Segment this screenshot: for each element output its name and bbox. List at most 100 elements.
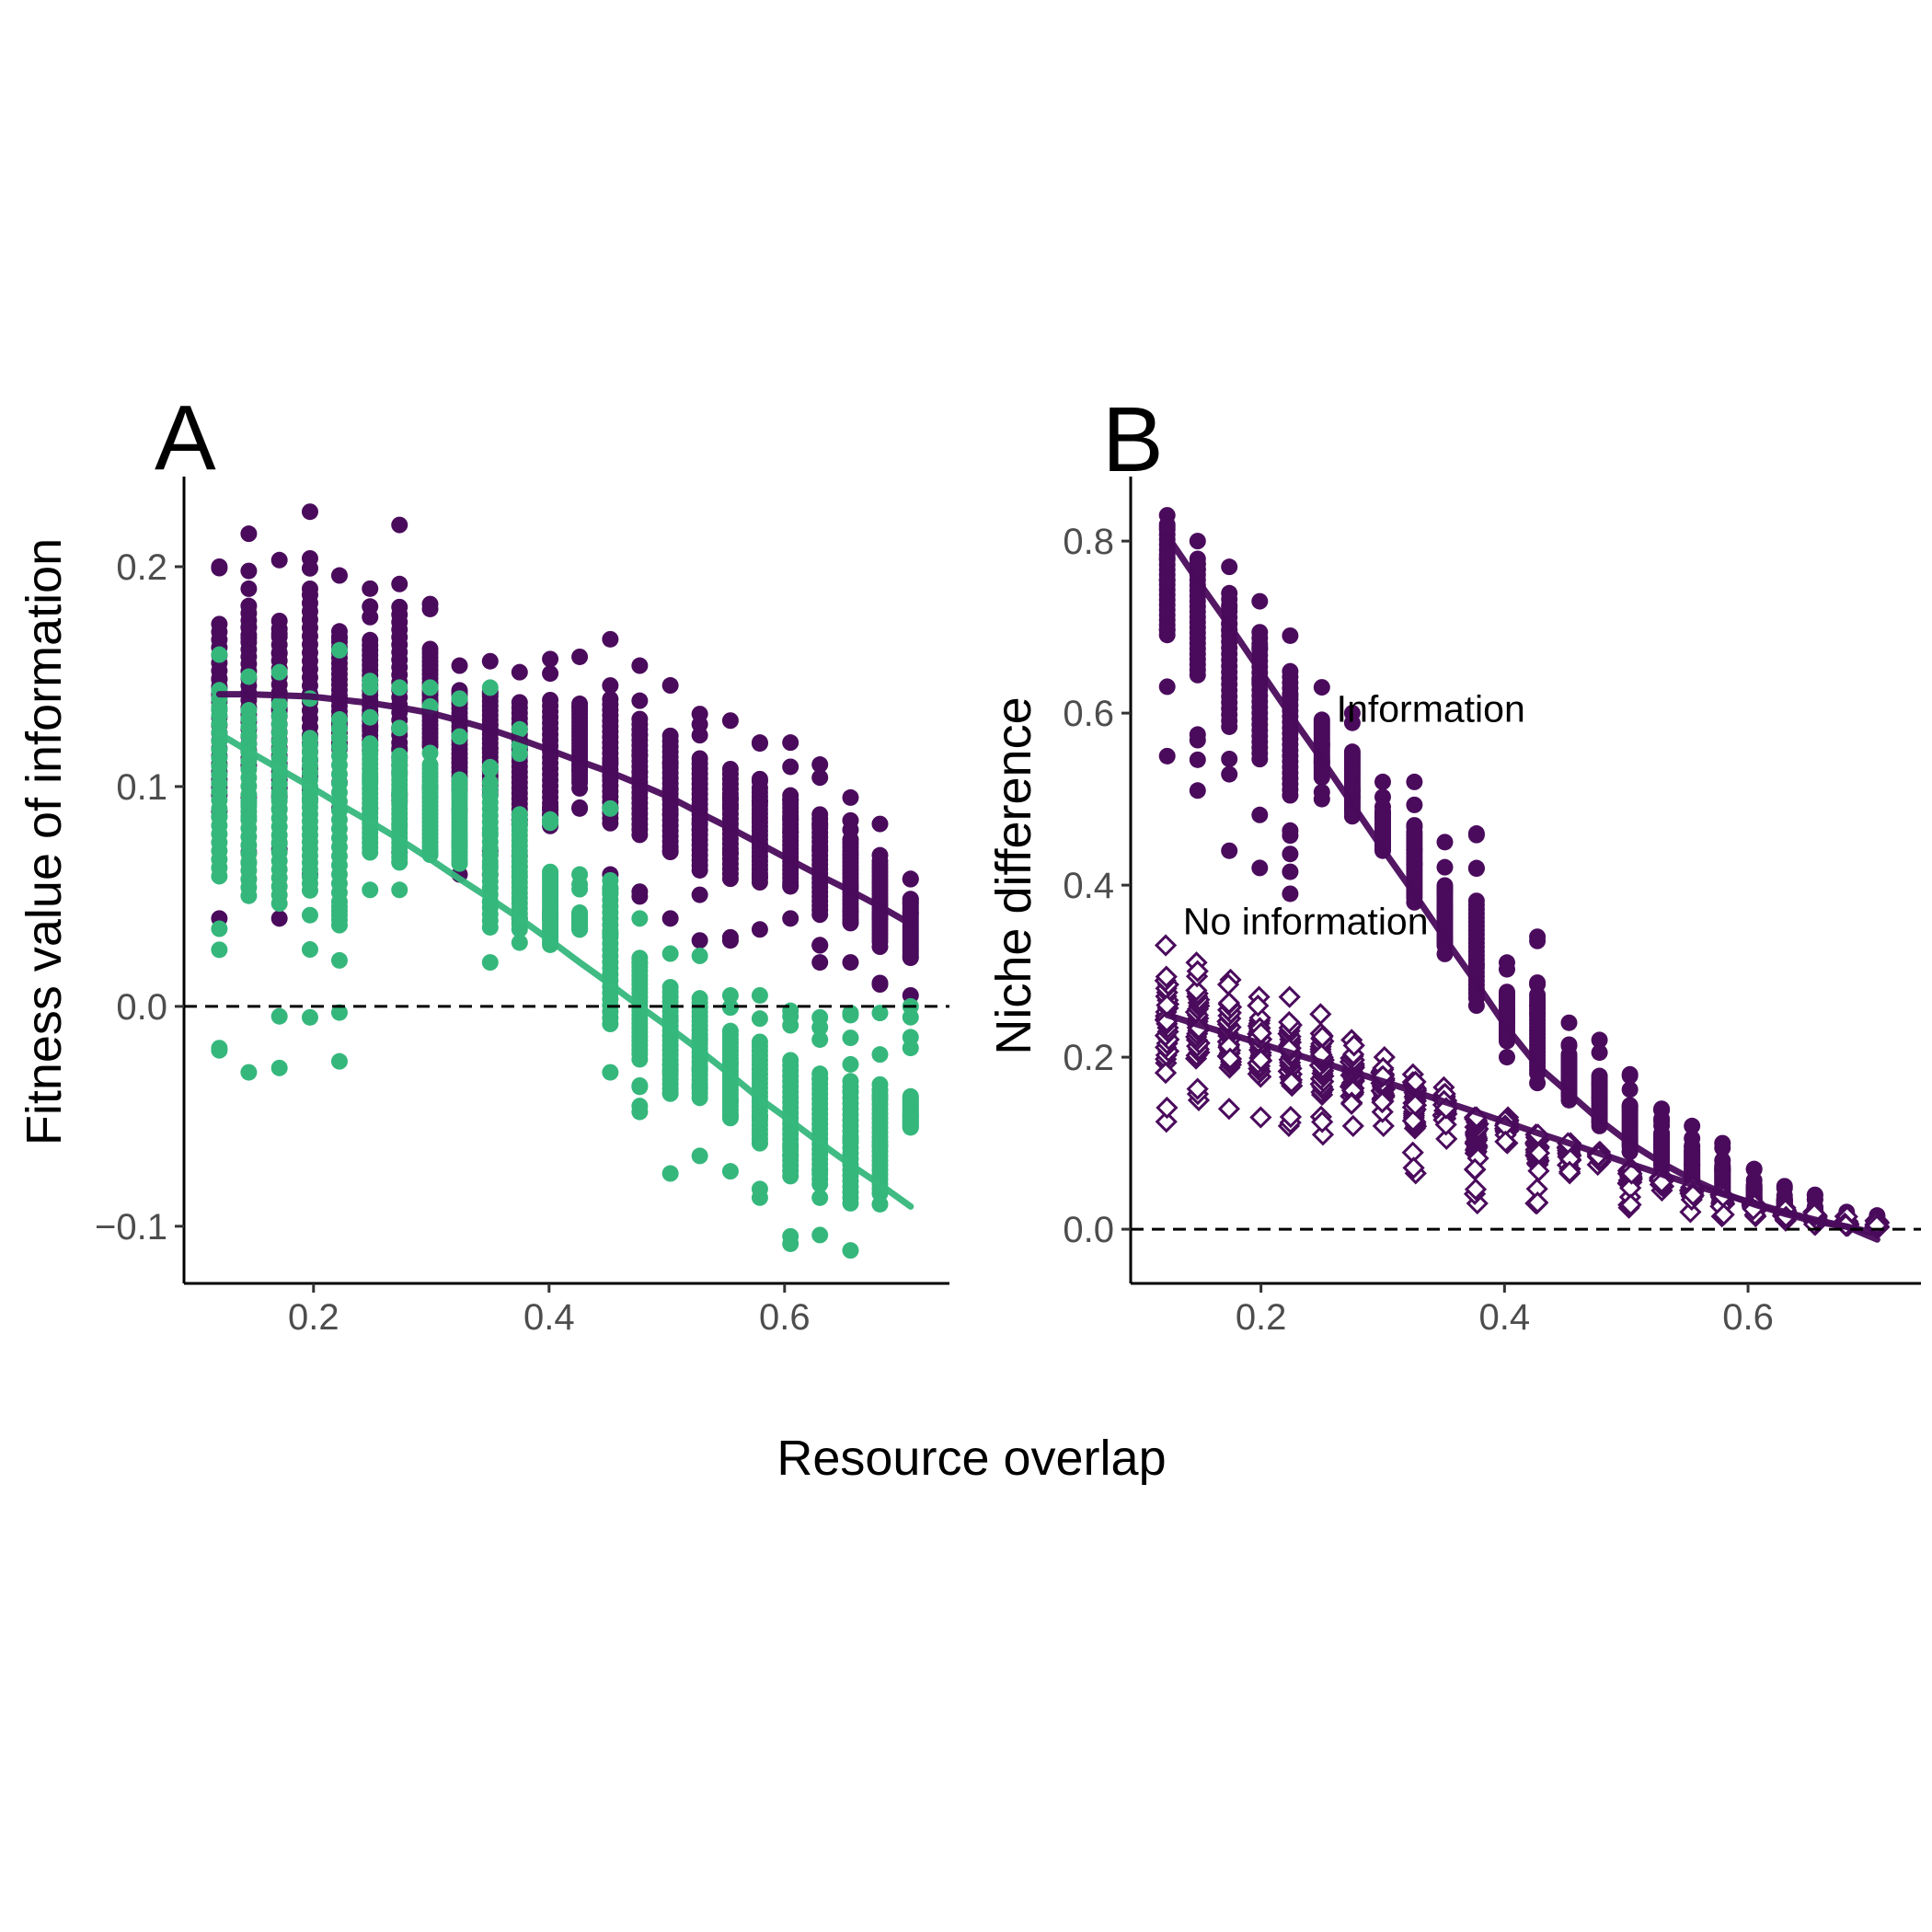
b-point [1653, 1101, 1671, 1119]
a-point [511, 745, 528, 763]
a-y-tick-label: 0.0 [116, 987, 167, 1028]
b-point [1189, 782, 1206, 799]
b-point [1436, 883, 1454, 901]
a-point [391, 516, 408, 534]
b-point [1371, 1064, 1395, 1087]
a-fit-line-1 [215, 730, 914, 1210]
a-point [811, 841, 829, 858]
b-point [1221, 598, 1238, 615]
a-point [751, 1033, 768, 1051]
b-point [1186, 960, 1209, 983]
a-point [451, 728, 468, 745]
a-point [751, 868, 768, 885]
a-point [691, 727, 708, 744]
a-point [602, 925, 619, 942]
a-point [691, 1078, 708, 1096]
a-point [811, 1018, 829, 1036]
a-point [751, 1010, 768, 1028]
a-point [782, 1052, 799, 1069]
b-point [1282, 662, 1299, 680]
b-point [1560, 1052, 1578, 1070]
b-point [1498, 985, 1515, 1003]
b-point [1406, 819, 1423, 836]
b-point [1309, 1003, 1332, 1026]
a-y-tick-label: 0.1 [116, 767, 167, 808]
b-point [1249, 1106, 1272, 1129]
a-point [751, 793, 768, 811]
a-point [842, 1006, 859, 1024]
a-point [571, 799, 589, 816]
b-point [1684, 1156, 1701, 1174]
b-x-tick-label: 0.2 [1236, 1297, 1287, 1338]
a-point [782, 791, 799, 809]
a-point [240, 580, 258, 597]
a-point [240, 798, 258, 815]
a-point [571, 876, 589, 893]
b-point [1158, 747, 1176, 765]
b-point [1218, 1047, 1242, 1070]
panel-b: 0.2 0.4 0.6 0.0 0.2 0.4 0.6 0.8 Information No … [986, 388, 1921, 1338]
a-point [481, 857, 499, 874]
b-point [1684, 1117, 1701, 1134]
b-point [1251, 639, 1269, 657]
b-point [1189, 751, 1206, 768]
a-point [661, 945, 679, 962]
a-point [421, 600, 439, 617]
b-point [1313, 711, 1330, 729]
a-x-tick-label: 0.6 [759, 1297, 811, 1338]
a-point [602, 883, 619, 901]
b-point [1682, 1183, 1705, 1206]
a-point [871, 815, 889, 833]
a-point [631, 657, 649, 674]
a-point [571, 779, 589, 797]
a-point [211, 1040, 228, 1057]
a-point [301, 559, 318, 577]
a-point [211, 701, 228, 719]
b-y-tick-label: 0.8 [1063, 522, 1114, 562]
a-point [871, 1005, 889, 1022]
a-point [811, 817, 829, 834]
b-point [1406, 841, 1423, 858]
b-point [1374, 773, 1391, 790]
a-point [602, 690, 619, 707]
a-point [330, 567, 348, 584]
a-point [842, 1083, 859, 1100]
a-point [661, 677, 679, 695]
b-point [1216, 973, 1240, 996]
a-point [481, 824, 499, 842]
panel-b-y-axis-title: Niche difference [986, 696, 1041, 1054]
a-point [691, 886, 708, 903]
a-point [661, 1063, 679, 1080]
b-y-tick-label: 0.4 [1063, 866, 1114, 906]
a-point [421, 756, 439, 774]
a-point [661, 842, 679, 859]
b-point [1464, 1178, 1488, 1201]
b-point [1189, 726, 1206, 743]
b-point [1498, 1049, 1515, 1066]
a-point [902, 894, 919, 912]
a-point [721, 1163, 739, 1180]
a-point [571, 648, 589, 665]
a-point [421, 640, 439, 658]
panel-a-y-ticks: −0.1 0.0 0.1 0.2 [95, 547, 184, 1248]
a-point [842, 788, 859, 806]
b-point [1217, 991, 1241, 1015]
a-point [631, 883, 649, 901]
a-point [902, 1087, 919, 1105]
a-point [902, 1116, 919, 1133]
b-point [1527, 1142, 1551, 1165]
a-point [811, 756, 829, 774]
a-point [631, 954, 649, 972]
a-point [661, 1085, 679, 1102]
a-point [301, 941, 318, 959]
b-point [1158, 549, 1176, 567]
panel-b-fit-lines [1164, 533, 1880, 1243]
a-point [270, 834, 288, 851]
b-point [1282, 885, 1299, 903]
a-point [270, 696, 288, 713]
b-point [1278, 985, 1301, 1008]
a-point [330, 898, 348, 915]
a-point [391, 816, 408, 834]
a-point [362, 881, 379, 899]
b-y-tick-label: 0.0 [1063, 1210, 1114, 1250]
